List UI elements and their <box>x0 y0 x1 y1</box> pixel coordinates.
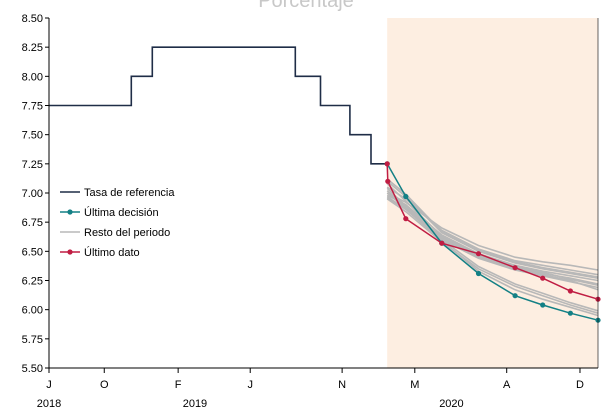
x-year-label: 2018 <box>37 398 61 410</box>
legend-marker <box>67 249 73 255</box>
ultima-decision-point-4 <box>475 270 482 277</box>
x-tick-label: J <box>247 379 253 391</box>
legend-label: Resto del periodo <box>84 227 170 239</box>
x-tick-label: J <box>46 379 52 391</box>
ultimo-dato-point-1 <box>384 161 390 167</box>
resto-line-12 <box>386 178 599 278</box>
resto-line-3 <box>386 180 599 279</box>
x-tick-label: O <box>100 379 109 391</box>
legend-marker <box>67 209 73 215</box>
y-tick-label: 7.50 <box>22 130 43 142</box>
x-tick-label: N <box>338 379 346 391</box>
ultimo-dato-point-6 <box>512 265 518 271</box>
y-tick-label: 8.25 <box>22 42 43 54</box>
x-tick-label: D <box>576 379 584 391</box>
ultimo-dato-point-2 <box>385 178 391 184</box>
chart-title: Porcentaje <box>258 0 354 12</box>
y-tick-label: 5.75 <box>22 334 43 346</box>
ultima-decision-point-7 <box>567 310 574 316</box>
y-tick-label: 7.75 <box>22 101 43 113</box>
legend-label: Última decisión <box>84 206 159 219</box>
ultimo-dato-point-8 <box>567 288 574 294</box>
y-tick-label: 5.50 <box>22 363 43 375</box>
legend-label: Tasa de referencia <box>84 187 175 199</box>
ultimo-dato-point-3 <box>403 216 409 222</box>
y-tick-label: 7.25 <box>22 159 43 171</box>
resto-line-4 <box>386 194 599 282</box>
y-tick-label: 6.25 <box>22 276 43 288</box>
y-tick-label: 6.75 <box>22 217 43 229</box>
ultima-decision-point-2 <box>403 193 409 200</box>
ultima-decision-line <box>386 163 599 321</box>
x-tick-label: A <box>503 379 511 391</box>
x-year-label: 2019 <box>183 398 207 410</box>
y-tick-label: 8.00 <box>22 71 43 83</box>
x-year-label: 2020 <box>439 398 463 410</box>
ultimo-dato-point-5 <box>475 251 482 257</box>
ultima-decision-point-6 <box>540 302 546 308</box>
ultimo-dato-point-4 <box>439 240 445 246</box>
resto-line-11 <box>386 192 599 312</box>
y-tick-label: 7.00 <box>22 188 43 200</box>
x-tick-label: M <box>410 379 419 391</box>
tasa-de-referencia-line <box>49 46 388 165</box>
ultima-decision-point-5 <box>512 293 518 299</box>
y-tick-label: 8.50 <box>22 13 43 25</box>
resto-line-8 <box>386 187 599 291</box>
ultimo-dato-point-7 <box>540 275 546 281</box>
legend-label: Último dato <box>84 246 140 259</box>
resto-line-9 <box>386 198 599 314</box>
x-tick-label: F <box>175 379 182 391</box>
resto-line-10 <box>386 195 599 317</box>
forecast-shading <box>387 18 598 368</box>
y-tick-label: 6.50 <box>22 246 43 258</box>
y-tick-label: 6.00 <box>22 305 43 317</box>
